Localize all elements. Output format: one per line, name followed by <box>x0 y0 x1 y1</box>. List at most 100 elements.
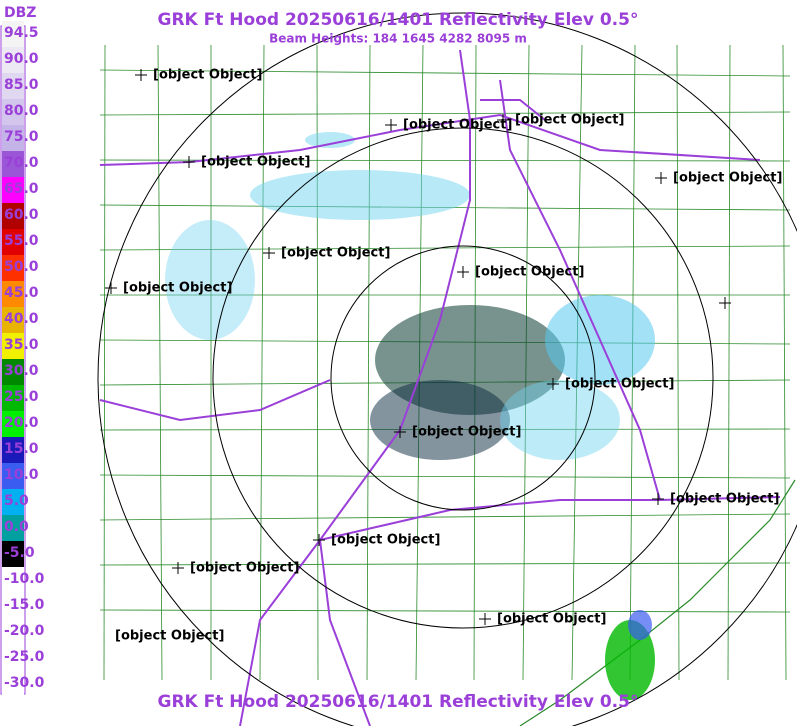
legend-label: 75.0 <box>4 129 39 145</box>
legend-label: 25.0 <box>4 389 39 405</box>
echo <box>605 620 655 700</box>
county-line <box>316 44 319 681</box>
legend-label: 5.0 <box>4 493 29 509</box>
legend-label: 65.0 <box>4 181 39 197</box>
legend-label: 60.0 <box>4 207 39 223</box>
county-line <box>99 245 791 251</box>
county-line <box>99 513 791 521</box>
legend-label: -10.0 <box>4 571 45 587</box>
legend-swatch <box>2 47 24 73</box>
county-line <box>259 44 265 681</box>
coastline <box>519 479 796 726</box>
road <box>99 379 331 422</box>
county-line <box>99 111 791 116</box>
subtitle: Beam Heights: 184 1645 4282 8095 m <box>269 32 527 46</box>
legend-swatch <box>2 671 24 697</box>
county-line <box>157 44 163 681</box>
city-label: [object Object] <box>670 492 779 507</box>
map-layers <box>0 12 797 726</box>
city-label: [object Object] <box>412 425 521 440</box>
city-label: [object Object] <box>331 533 440 548</box>
legend-label: -20.0 <box>4 623 45 639</box>
county-line <box>99 609 791 613</box>
legend-label: 80.0 <box>4 103 39 119</box>
legend-label: -25.0 <box>4 649 45 665</box>
legend-label: 20.0 <box>4 415 39 431</box>
county-line <box>99 474 791 479</box>
legend-label: -15.0 <box>4 597 45 613</box>
legend-label: 70.0 <box>4 155 39 171</box>
echo <box>250 170 470 220</box>
range-ring <box>330 245 596 511</box>
range-ring <box>212 127 714 629</box>
legend-swatch <box>2 567 24 593</box>
legend-label: -5.0 <box>4 545 35 561</box>
city-label: [object Object] <box>153 68 262 83</box>
city-label: [object Object] <box>403 118 512 133</box>
legend-swatch <box>2 307 24 333</box>
road <box>239 49 471 726</box>
echo <box>370 380 510 460</box>
legend-swatch <box>2 73 24 99</box>
legend-swatch <box>2 333 24 359</box>
legend-swatch <box>2 541 24 567</box>
echo <box>628 610 652 640</box>
legend-label: 50.0 <box>4 259 39 275</box>
county-line <box>676 44 680 681</box>
legend-swatch <box>2 255 24 281</box>
county-line <box>782 44 787 681</box>
legend-label: 40.0 <box>4 311 39 327</box>
county-line <box>99 69 791 77</box>
legend-unit: DBZ <box>4 5 36 21</box>
legend-swatch <box>2 177 24 203</box>
city-label: [object Object] <box>201 155 310 170</box>
county-line <box>103 44 106 681</box>
legend-swatch <box>2 203 24 229</box>
legend-swatch <box>2 515 24 541</box>
legend-label: 94.5 <box>4 25 39 41</box>
legend-label: 45.0 <box>4 285 39 301</box>
legend-label: 15.0 <box>4 441 39 457</box>
legend-swatch <box>2 385 24 411</box>
road <box>499 79 661 501</box>
road <box>319 539 371 726</box>
county-line <box>99 562 791 566</box>
road <box>319 496 781 541</box>
city-label: [object Object] <box>515 113 624 128</box>
city-label: [object Object] <box>497 612 606 627</box>
legend-swatch <box>2 437 24 463</box>
legend-label: 55.0 <box>4 233 39 249</box>
legend-swatch <box>2 125 24 151</box>
city-label: [object Object] <box>565 377 674 392</box>
city-label: [object Object] <box>673 171 782 186</box>
legend-swatch <box>2 593 24 619</box>
legend-swatch <box>2 645 24 671</box>
legend-swatch <box>2 229 24 255</box>
echo <box>305 132 355 148</box>
legend-swatch <box>2 359 24 385</box>
county-line <box>366 44 371 681</box>
legend-label: 30.0 <box>4 363 39 379</box>
legend-swatch <box>2 99 24 125</box>
legend-swatch <box>2 489 24 515</box>
city-label: [object Object] <box>123 281 232 296</box>
city-label: [object Object] <box>475 265 584 280</box>
legend-label: 10.0 <box>4 467 39 483</box>
county-line <box>727 44 731 681</box>
title: GRK Ft Hood 20250616/1401 Reflectivity E… <box>158 10 639 30</box>
legend-swatch <box>2 21 24 47</box>
city-label: [object Object] <box>190 561 299 576</box>
road <box>480 99 546 121</box>
legend-swatch <box>2 619 24 645</box>
footer-title: GRK Ft Hood 20250616/1401 Reflectivity E… <box>158 692 639 712</box>
legend-label: 90.0 <box>4 51 39 67</box>
legend-label: 85.0 <box>4 77 39 93</box>
echo <box>500 380 620 460</box>
city-label: [object Object] <box>115 629 224 644</box>
city-label: [object Object] <box>281 246 390 261</box>
legend-label: 35.0 <box>4 337 39 353</box>
legend-swatch <box>2 281 24 307</box>
legend-swatch <box>2 151 24 177</box>
